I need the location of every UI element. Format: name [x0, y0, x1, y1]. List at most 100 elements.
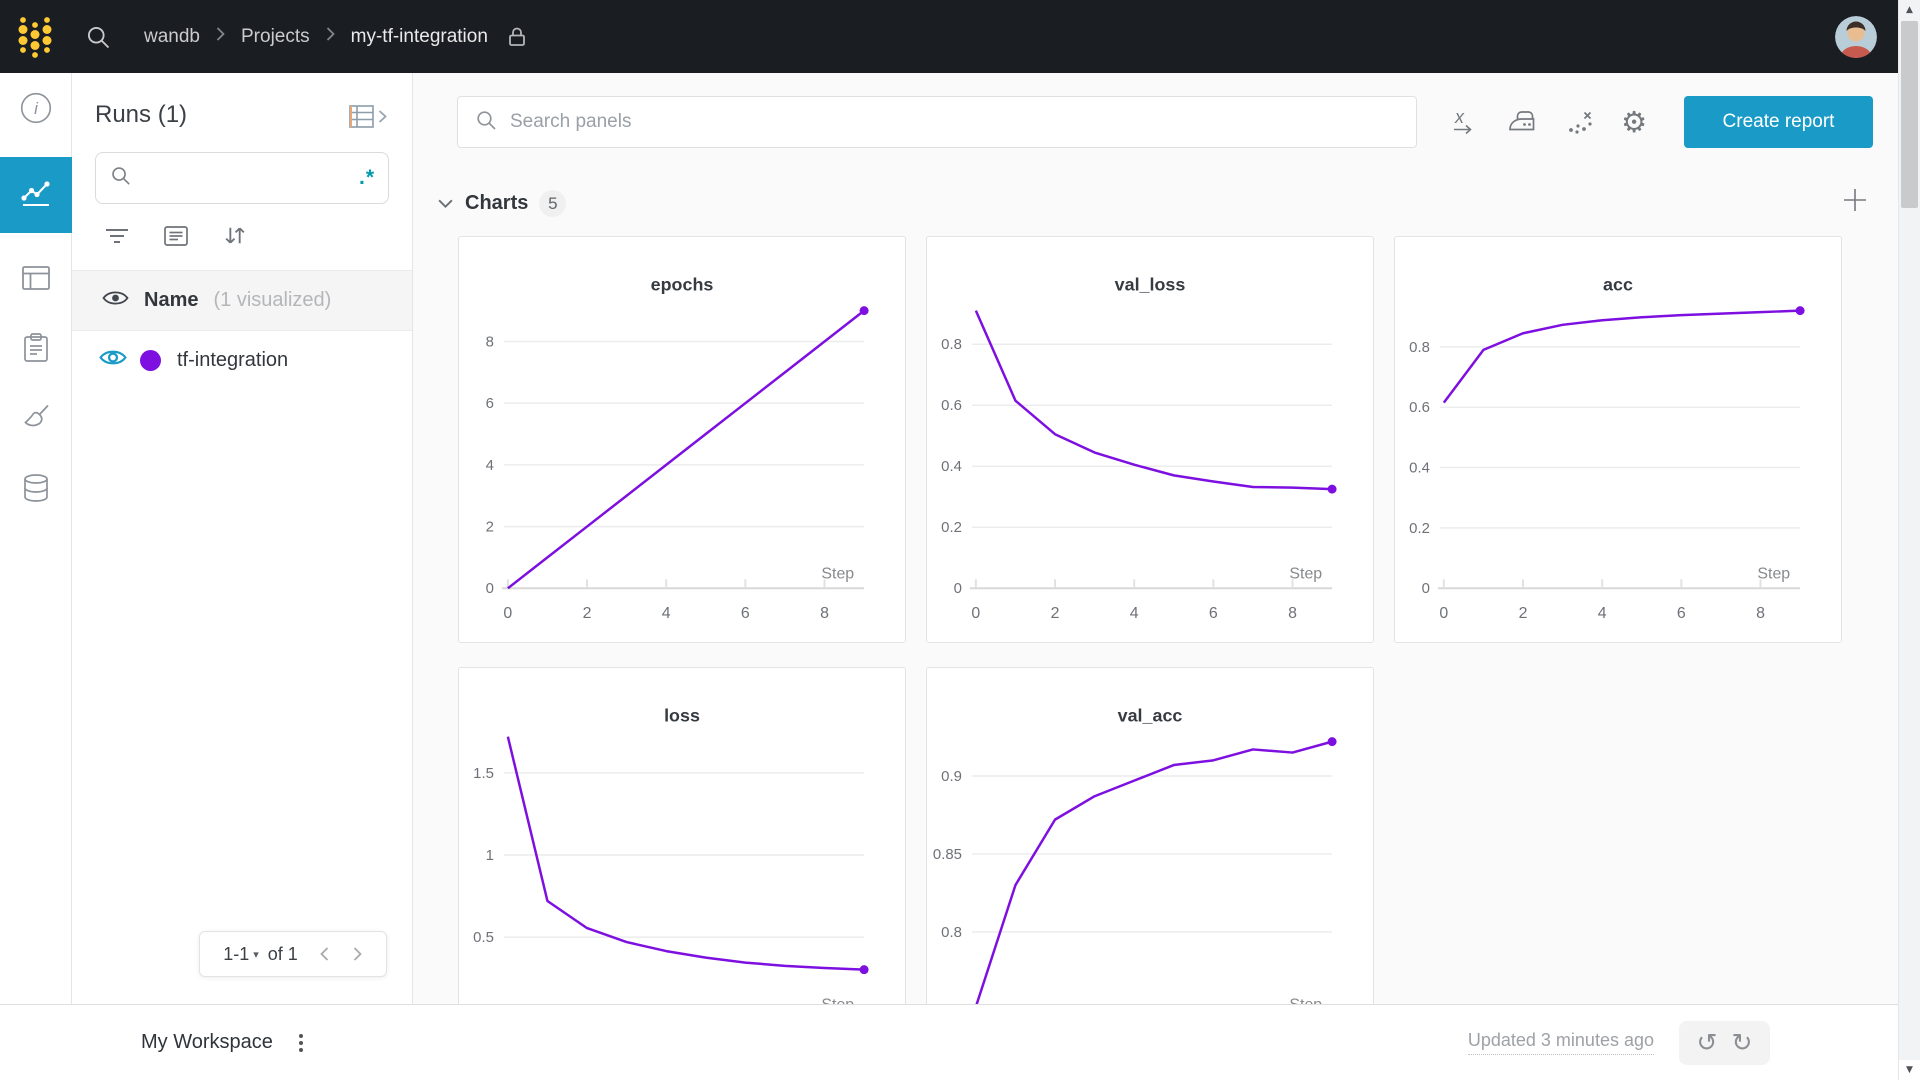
svg-text:2: 2	[1051, 605, 1060, 622]
settings-gear-icon[interactable]: ⚙	[1621, 104, 1647, 139]
svg-text:0.8: 0.8	[941, 924, 962, 941]
pagination-prev-button[interactable]	[319, 946, 331, 962]
runs-title: Runs (1)	[95, 101, 188, 128]
svg-text:0.5: 0.5	[473, 929, 494, 946]
svg-text:2: 2	[1519, 605, 1528, 622]
svg-text:2: 2	[583, 605, 592, 622]
scroll-up-arrow[interactable]: ▲	[1906, 5, 1913, 15]
runs-panel: Runs (1) .*	[72, 73, 413, 1004]
svg-text:6: 6	[1209, 605, 1218, 622]
user-avatar[interactable]	[1835, 15, 1877, 58]
runs-name-header[interactable]: Name (1 visualized)	[72, 270, 412, 331]
svg-text:8: 8	[820, 605, 829, 622]
panel-search-box	[457, 96, 1417, 148]
svg-text:8: 8	[1756, 605, 1765, 622]
global-search-icon[interactable]	[84, 23, 112, 51]
svg-text:8: 8	[1288, 605, 1297, 622]
svg-text:6: 6	[486, 395, 494, 412]
workspace-tools: x	[1449, 107, 1647, 137]
scrollbar: ▲ ▼	[1898, 0, 1920, 1080]
left-icon-rail: i	[0, 73, 72, 1004]
sidebar-item-logs[interactable]	[0, 327, 72, 373]
chart-panel-val-loss[interactable]: val_loss 0 0.2 0.4 0.6 0.8 0 2 4 6 8 Step	[926, 236, 1374, 643]
eye-icon[interactable]	[102, 288, 129, 313]
charts-grid: epochs 0 2 4 6 8 0 2 4 6 8 Step val_loss 0 0.2 0.4 0.6 0…	[458, 236, 1842, 1004]
app-body: i	[0, 73, 1920, 1004]
breadcrumb-entity[interactable]: wandb	[144, 25, 200, 47]
run-row[interactable]: tf-integration	[72, 347, 412, 373]
svg-text:4: 4	[1598, 605, 1607, 622]
x-axis-expression-icon[interactable]: x	[1449, 107, 1479, 137]
caret-down-icon: ▾	[253, 948, 259, 961]
updated-status: Updated 3 minutes ago	[1467, 1030, 1654, 1055]
sidebar-item-table[interactable]	[0, 257, 72, 303]
svg-text:1.5: 1.5	[473, 765, 494, 782]
svg-text:0.4: 0.4	[1409, 460, 1430, 477]
svg-text:Step: Step	[1289, 996, 1322, 1004]
smoothing-iron-icon[interactable]	[1505, 107, 1539, 137]
create-report-button[interactable]: Create report	[1684, 96, 1873, 148]
line-chart-val-loss: val_loss 0 0.2 0.4 0.6 0.8 0 2 4 6 8 Step	[941, 275, 1337, 622]
svg-text:0.6: 0.6	[1409, 399, 1430, 416]
section-title: Charts	[465, 192, 529, 214]
svg-text:0.8: 0.8	[1409, 339, 1430, 356]
chart-panel-epochs[interactable]: epochs 0 2 4 6 8 0 2 4 6 8 Step	[458, 236, 906, 643]
expand-run-table-icon[interactable]	[348, 103, 389, 135]
redo-icon[interactable]: ↻	[1731, 1028, 1753, 1057]
lock-icon	[505, 25, 529, 49]
sidebar-item-artifacts[interactable]	[0, 467, 72, 513]
bottom-bar: My Workspace Updated 3 minutes ago ↺ ↻	[0, 1004, 1920, 1080]
database-icon	[20, 471, 52, 510]
pagination-of-label: of 1	[267, 943, 298, 964]
svg-text:2: 2	[486, 519, 494, 536]
chart-panel-acc[interactable]: acc 0 0.2 0.4 0.6 0.8 0 2 4 6 8 Step	[1394, 236, 1842, 643]
add-panel-icon[interactable]	[1841, 186, 1869, 219]
name-column-label: Name	[144, 289, 199, 311]
sort-icon[interactable]	[221, 222, 248, 249]
svg-text:acc: acc	[1603, 275, 1633, 295]
breadcrumb: wandb Projects my-tf-integration	[144, 25, 529, 49]
svg-text:val_acc: val_acc	[1118, 706, 1183, 726]
workspace-label[interactable]: My Workspace	[141, 1031, 273, 1053]
runs-filter-row	[72, 204, 412, 249]
sidebar-item-sweeps[interactable]	[0, 397, 72, 443]
svg-text:4: 4	[486, 457, 494, 474]
broom-icon	[19, 401, 53, 440]
run-visibility-eye-icon[interactable]	[99, 347, 127, 373]
chevron-down-icon[interactable]	[437, 198, 454, 209]
sidebar-item-charts[interactable]	[0, 157, 72, 233]
scroll-down-arrow[interactable]: ▼	[1899, 1060, 1920, 1080]
svg-text:0.2: 0.2	[941, 519, 962, 536]
breadcrumb-projects[interactable]: Projects	[241, 25, 310, 47]
pagination-range-select[interactable]: 1-1 ▾	[223, 943, 259, 964]
visualized-count: (1 visualized)	[213, 289, 332, 311]
line-chart-acc: acc 0 0.2 0.4 0.6 0.8 0 2 4 6 8 Step	[1409, 275, 1805, 622]
group-list-icon[interactable]	[162, 223, 190, 249]
info-icon: i	[19, 91, 53, 130]
wandb-logo[interactable]	[16, 13, 54, 60]
regex-toggle[interactable]: .*	[358, 166, 375, 189]
run-name[interactable]: tf-integration	[177, 348, 289, 371]
outlier-scatter-icon[interactable]	[1565, 107, 1595, 137]
chevron-right-icon	[215, 26, 226, 48]
sidebar-item-overview[interactable]: i	[0, 87, 72, 133]
breadcrumb-project-name[interactable]: my-tf-integration	[350, 25, 488, 47]
runs-search-input[interactable]	[142, 167, 359, 189]
svg-text:Step: Step	[1289, 565, 1322, 582]
svg-text:0.6: 0.6	[941, 397, 962, 414]
svg-text:0.8: 0.8	[941, 336, 962, 353]
kebab-menu-icon[interactable]	[295, 1030, 307, 1056]
line-chart-epochs: epochs 0 2 4 6 8 0 2 4 6 8 Step	[486, 275, 869, 622]
undo-icon[interactable]: ↺	[1696, 1028, 1718, 1057]
search-icon	[474, 108, 498, 137]
svg-text:Step: Step	[1757, 565, 1790, 582]
scrollbar-thumb[interactable]	[1901, 21, 1918, 208]
pagination-next-button[interactable]	[351, 946, 363, 962]
filter-funnel-icon[interactable]	[103, 223, 131, 249]
runs-pagination: 1-1 ▾ of 1	[199, 931, 387, 977]
panel-search-input[interactable]	[510, 111, 1400, 133]
svg-text:i: i	[34, 99, 39, 118]
